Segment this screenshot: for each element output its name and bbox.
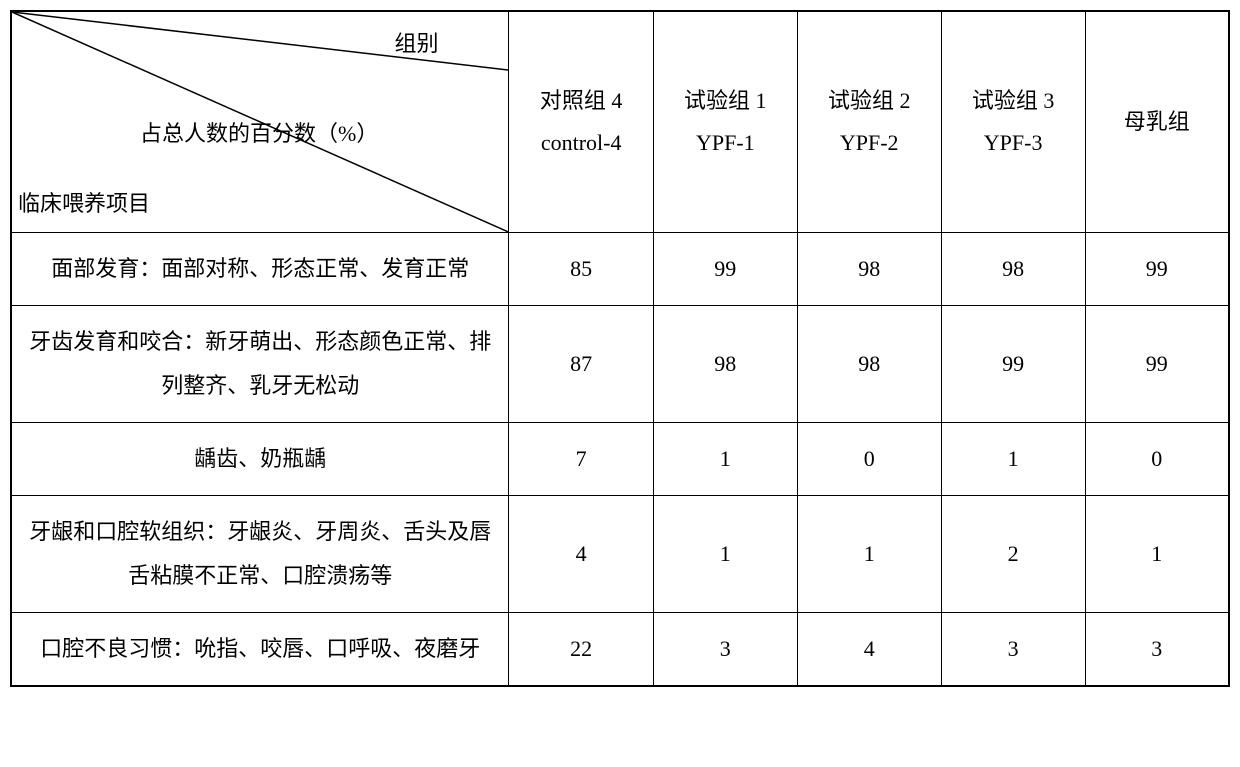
cell-1-1: 98 (653, 306, 797, 423)
col-header-2-line2: YPF-2 (798, 122, 941, 164)
cell-4-2: 4 (797, 613, 941, 687)
cell-3-4: 1 (1085, 496, 1229, 613)
cell-4-4: 3 (1085, 613, 1229, 687)
table-row: 面部发育：面部对称、形态正常、发育正常 85 99 98 98 99 (11, 233, 1229, 306)
row-label-3: 牙龈和口腔软组织：牙龈炎、牙周炎、舌头及唇舌粘膜不正常、口腔溃疡等 (11, 496, 509, 613)
col-header-1-line2: YPF-1 (654, 122, 797, 164)
cell-0-4: 99 (1085, 233, 1229, 306)
col-header-3-line1: 试验组 3 (942, 80, 1085, 122)
table-body: 面部发育：面部对称、形态正常、发育正常 85 99 98 98 99 牙齿发育和… (11, 233, 1229, 687)
col-header-3-line2: YPF-3 (942, 122, 1085, 164)
cell-0-3: 98 (941, 233, 1085, 306)
col-header-2: 试验组 2 YPF-2 (797, 11, 941, 233)
cell-2-1: 1 (653, 423, 797, 496)
col-header-3: 试验组 3 YPF-3 (941, 11, 1085, 233)
diag-label-top: 组别 (394, 26, 438, 58)
col-header-2-line1: 试验组 2 (798, 80, 941, 122)
cell-3-3: 2 (941, 496, 1085, 613)
clinical-table: 组别 占总人数的百分数（%） 临床喂养项目 对照组 4 control-4 试验… (10, 10, 1230, 687)
row-label-0: 面部发育：面部对称、形态正常、发育正常 (11, 233, 509, 306)
cell-4-0: 22 (509, 613, 653, 687)
table-row: 牙齿发育和咬合：新牙萌出、形态颜色正常、排列整齐、乳牙无松动 87 98 98 … (11, 306, 1229, 423)
col-header-4: 母乳组 (1085, 11, 1229, 233)
cell-3-1: 1 (653, 496, 797, 613)
row-label-1: 牙齿发育和咬合：新牙萌出、形态颜色正常、排列整齐、乳牙无松动 (11, 306, 509, 423)
diagonal-header-cell: 组别 占总人数的百分数（%） 临床喂养项目 (11, 11, 509, 233)
cell-0-2: 98 (797, 233, 941, 306)
table-row: 牙龈和口腔软组织：牙龈炎、牙周炎、舌头及唇舌粘膜不正常、口腔溃疡等 4 1 1 … (11, 496, 1229, 613)
cell-1-3: 99 (941, 306, 1085, 423)
cell-1-4: 99 (1085, 306, 1229, 423)
cell-1-0: 87 (509, 306, 653, 423)
col-header-1-line1: 试验组 1 (654, 80, 797, 122)
table-row: 龋齿、奶瓶龋 7 1 0 1 0 (11, 423, 1229, 496)
cell-2-2: 0 (797, 423, 941, 496)
cell-0-1: 99 (653, 233, 797, 306)
row-label-4: 口腔不良习惯：吮指、咬唇、口呼吸、夜磨牙 (11, 613, 509, 687)
col-header-4-line1: 母乳组 (1086, 101, 1228, 143)
cell-3-0: 4 (509, 496, 653, 613)
cell-0-0: 85 (509, 233, 653, 306)
cell-2-4: 0 (1085, 423, 1229, 496)
diag-label-bottom: 临床喂养项目 (18, 186, 150, 218)
col-header-0-line2: control-4 (509, 122, 652, 164)
diag-label-mid: 占总人数的百分数（%） (140, 116, 378, 148)
cell-4-3: 3 (941, 613, 1085, 687)
cell-3-2: 1 (797, 496, 941, 613)
col-header-0-line1: 对照组 4 (509, 80, 652, 122)
col-header-1: 试验组 1 YPF-1 (653, 11, 797, 233)
row-label-2: 龋齿、奶瓶龋 (11, 423, 509, 496)
cell-1-2: 98 (797, 306, 941, 423)
cell-2-0: 7 (509, 423, 653, 496)
col-header-0: 对照组 4 control-4 (509, 11, 653, 233)
header-row: 组别 占总人数的百分数（%） 临床喂养项目 对照组 4 control-4 试验… (11, 11, 1229, 233)
cell-2-3: 1 (941, 423, 1085, 496)
cell-4-1: 3 (653, 613, 797, 687)
table-row: 口腔不良习惯：吮指、咬唇、口呼吸、夜磨牙 22 3 4 3 3 (11, 613, 1229, 687)
